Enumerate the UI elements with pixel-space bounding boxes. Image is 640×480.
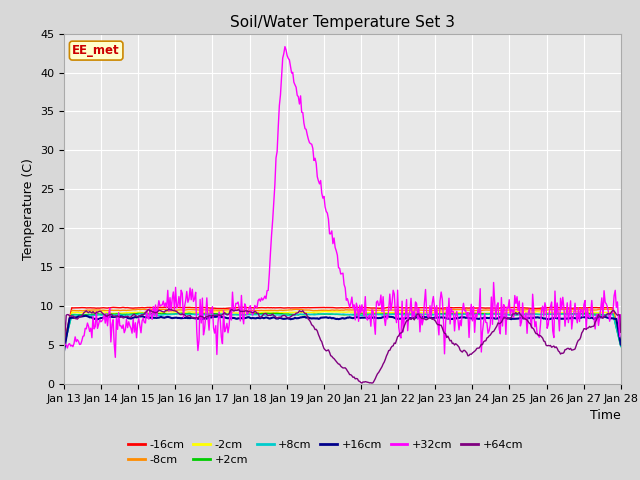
-8cm bbox=[362, 307, 369, 313]
-16cm bbox=[393, 304, 401, 310]
-2cm bbox=[577, 309, 584, 314]
+64cm bbox=[329, 355, 337, 360]
Y-axis label: Temperature (C): Temperature (C) bbox=[22, 158, 35, 260]
+32cm bbox=[281, 44, 289, 49]
+64cm bbox=[326, 349, 333, 355]
+8cm bbox=[617, 344, 625, 349]
+64cm bbox=[60, 347, 68, 353]
+32cm bbox=[330, 235, 338, 241]
-2cm bbox=[516, 309, 524, 315]
+2cm bbox=[582, 310, 590, 316]
+32cm bbox=[364, 317, 371, 323]
+2cm bbox=[617, 344, 625, 349]
-16cm bbox=[326, 305, 333, 311]
+8cm bbox=[60, 344, 68, 349]
-16cm bbox=[239, 304, 246, 310]
+16cm bbox=[81, 313, 89, 319]
-2cm bbox=[324, 309, 332, 315]
Line: -16cm: -16cm bbox=[64, 307, 621, 343]
+64cm bbox=[394, 334, 401, 339]
+64cm bbox=[362, 379, 370, 385]
+64cm bbox=[519, 314, 527, 320]
+64cm bbox=[368, 380, 376, 386]
-16cm bbox=[617, 340, 625, 346]
+64cm bbox=[165, 306, 173, 312]
Line: -8cm: -8cm bbox=[64, 309, 621, 345]
+32cm bbox=[606, 318, 614, 324]
-16cm bbox=[518, 305, 525, 311]
Line: -2cm: -2cm bbox=[64, 312, 621, 346]
+2cm bbox=[60, 344, 68, 350]
+32cm bbox=[60, 338, 68, 344]
-16cm bbox=[329, 305, 337, 311]
-2cm bbox=[617, 343, 625, 348]
-2cm bbox=[60, 343, 68, 348]
+8cm bbox=[362, 312, 369, 318]
Legend: -16cm, -8cm, -2cm, +2cm, +8cm, +16cm, +32cm, +64cm: -16cm, -8cm, -2cm, +2cm, +8cm, +16cm, +3… bbox=[124, 435, 527, 469]
-8cm bbox=[597, 306, 605, 312]
-8cm bbox=[605, 307, 612, 312]
+8cm bbox=[516, 312, 524, 317]
+2cm bbox=[392, 311, 399, 317]
-16cm bbox=[605, 305, 612, 311]
Line: +16cm: +16cm bbox=[64, 316, 621, 351]
-8cm bbox=[60, 342, 68, 348]
Line: +32cm: +32cm bbox=[64, 47, 621, 357]
-8cm bbox=[516, 307, 524, 313]
+16cm bbox=[518, 315, 525, 321]
-2cm bbox=[362, 310, 369, 316]
+8cm bbox=[328, 311, 335, 317]
Title: Soil/Water Temperature Set 3: Soil/Water Temperature Set 3 bbox=[230, 15, 455, 30]
+2cm bbox=[324, 312, 332, 317]
+16cm bbox=[329, 315, 337, 321]
+2cm bbox=[328, 311, 335, 317]
-8cm bbox=[617, 342, 625, 348]
-2cm bbox=[392, 310, 399, 315]
+8cm bbox=[605, 312, 612, 318]
+16cm bbox=[362, 314, 370, 320]
+8cm bbox=[392, 312, 399, 317]
-8cm bbox=[324, 308, 332, 313]
Text: EE_met: EE_met bbox=[72, 44, 120, 57]
+32cm bbox=[327, 231, 335, 237]
+16cm bbox=[60, 348, 68, 354]
+16cm bbox=[393, 316, 401, 322]
-16cm bbox=[362, 305, 370, 311]
+8cm bbox=[324, 311, 332, 317]
+2cm bbox=[362, 312, 369, 317]
+32cm bbox=[111, 354, 119, 360]
+32cm bbox=[519, 300, 527, 306]
-8cm bbox=[328, 307, 335, 313]
+16cm bbox=[617, 342, 625, 348]
-8cm bbox=[392, 307, 399, 313]
-2cm bbox=[328, 309, 335, 315]
X-axis label: Time: Time bbox=[590, 409, 621, 422]
+8cm bbox=[554, 311, 562, 317]
+2cm bbox=[516, 312, 524, 317]
+64cm bbox=[606, 311, 614, 317]
+2cm bbox=[605, 312, 612, 317]
+32cm bbox=[394, 288, 401, 293]
Line: +2cm: +2cm bbox=[64, 313, 621, 347]
-16cm bbox=[60, 340, 68, 346]
-2cm bbox=[605, 310, 612, 315]
Line: +8cm: +8cm bbox=[64, 314, 621, 347]
+16cm bbox=[326, 314, 333, 320]
+64cm bbox=[617, 329, 625, 335]
Line: +64cm: +64cm bbox=[64, 309, 621, 383]
+32cm bbox=[617, 312, 625, 318]
+16cm bbox=[605, 315, 612, 321]
